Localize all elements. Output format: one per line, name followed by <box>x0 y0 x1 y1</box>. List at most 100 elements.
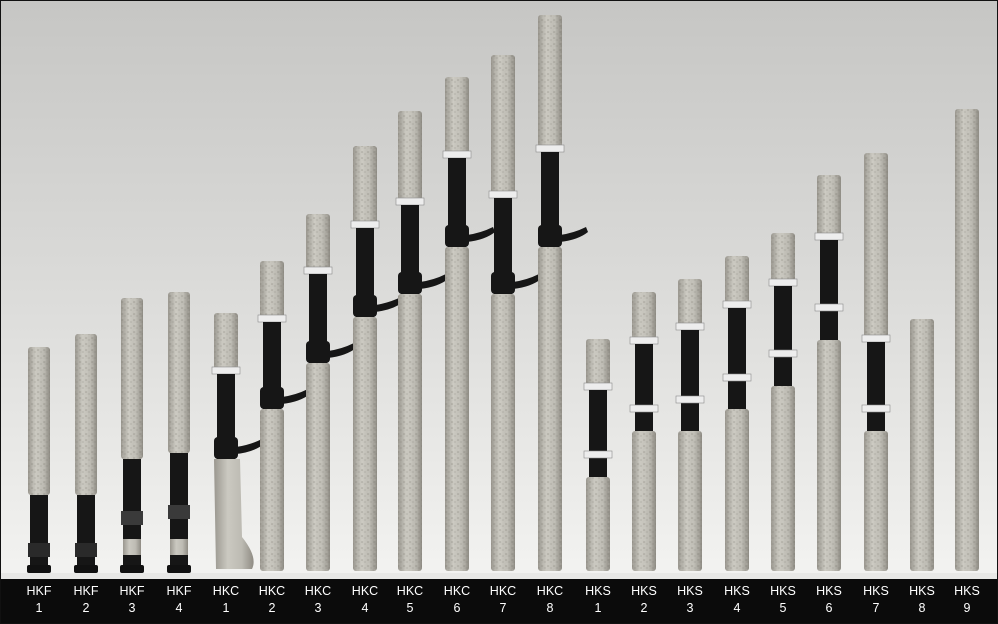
seat-ring <box>768 278 798 287</box>
cork-texture <box>955 109 979 571</box>
rod-label: HKF 1 <box>17 579 61 623</box>
cork-texture <box>398 294 422 571</box>
rod-label-number: 3 <box>686 601 694 615</box>
rod-label-number: 8 <box>546 601 554 615</box>
cork-texture <box>353 146 377 223</box>
butt-cap <box>120 565 144 573</box>
rod-handle <box>488 55 541 571</box>
rod-label-number: 2 <box>640 601 648 615</box>
seat-ring <box>675 322 705 331</box>
rod-label: HKS 3 <box>668 579 712 623</box>
trigger-hook <box>560 227 588 242</box>
rod-label-model: HKS <box>585 584 611 598</box>
rod-handle <box>257 261 310 571</box>
floor-strip <box>1 573 997 579</box>
rod-handle <box>814 175 844 571</box>
cork-texture <box>817 340 841 571</box>
seat-lock <box>214 437 238 459</box>
seat-ring <box>814 303 844 312</box>
rod-label: HKS 1 <box>576 579 620 623</box>
seat-lock <box>538 225 562 247</box>
seat-ring <box>257 314 287 323</box>
cork-texture <box>260 261 284 317</box>
rod-handle <box>955 109 979 571</box>
cork-texture <box>725 409 749 571</box>
rod-label-model: HKS <box>631 584 657 598</box>
rod-label: HKS 7 <box>854 579 898 623</box>
seat-lock <box>260 387 284 409</box>
rod-label-model: HKC <box>443 584 471 598</box>
seat-band <box>75 543 97 557</box>
rod-label-model: HKF <box>119 584 145 598</box>
rod-label: HKF 2 <box>64 579 108 623</box>
trigger-hook <box>420 274 448 289</box>
reel-seat <box>541 152 559 247</box>
rod-handle <box>722 256 752 571</box>
cork-texture <box>910 319 934 571</box>
rod-handle <box>303 214 356 571</box>
cork-texture <box>586 477 610 571</box>
butt-cap <box>167 565 191 573</box>
cork-texture <box>121 298 143 459</box>
reel-seat <box>635 344 653 431</box>
rod-label-model: HKC <box>489 584 517 598</box>
seat-lock <box>306 341 330 363</box>
rod-label: HKS 5 <box>761 579 805 623</box>
rod-handle <box>768 233 798 571</box>
rod-label-number: 4 <box>361 601 369 615</box>
cork-texture <box>260 409 284 571</box>
rod-label: HKS 4 <box>715 579 759 623</box>
rod-label-number: 3 <box>128 601 136 615</box>
reel-seat <box>401 205 419 294</box>
rod-label-model: HKS <box>677 584 703 598</box>
seat-lock <box>353 295 377 317</box>
rod-label-model: HKF <box>73 584 99 598</box>
rod-label: HKC 4 <box>343 579 387 623</box>
cork-texture <box>353 317 377 571</box>
seat-lock <box>491 272 515 294</box>
seat-ring <box>350 220 380 229</box>
seat-ring <box>442 150 472 159</box>
rod-label-model: HKS <box>770 584 796 598</box>
cork-texture <box>864 431 888 571</box>
seat-ring <box>629 404 659 413</box>
rod-label: HKF 4 <box>157 579 201 623</box>
cork-texture <box>28 347 50 495</box>
rod-label-model: HKC <box>304 584 332 598</box>
rod-label-model: HKS <box>863 584 889 598</box>
rod-label-number: 6 <box>825 601 833 615</box>
rod-label: HKC 1 <box>204 579 248 623</box>
rod-handle <box>535 15 588 571</box>
rod-label-number: 1 <box>222 601 230 615</box>
trigger-hook <box>375 297 403 312</box>
cork-texture <box>817 175 841 235</box>
reel-seat <box>728 308 746 409</box>
rod-handle <box>910 319 934 571</box>
seat-ring <box>861 404 891 413</box>
rod-label: HKS 6 <box>807 579 851 623</box>
seat-ring <box>303 266 333 275</box>
reel-seat <box>774 286 792 386</box>
cork-texture <box>306 214 330 269</box>
rod-handle <box>395 111 448 571</box>
trigger-hook <box>236 439 264 454</box>
cork-texture <box>445 247 469 571</box>
butt-cork <box>123 539 141 555</box>
rod-handles-group <box>1 15 997 579</box>
curved-butt <box>214 459 254 569</box>
rod-label-number: 2 <box>268 601 276 615</box>
reel-seat <box>820 240 838 340</box>
seat-ring <box>675 395 705 404</box>
rod-label-number: 6 <box>453 601 461 615</box>
rod-label: HKC 2 <box>250 579 294 623</box>
cork-texture <box>771 386 795 571</box>
seat-ring <box>535 144 565 153</box>
cork-texture <box>864 153 888 337</box>
reel-seat <box>356 228 374 317</box>
cork-texture <box>678 431 702 571</box>
rod-label: HKS 8 <box>900 579 944 623</box>
cork-texture <box>771 233 795 281</box>
cork-texture <box>491 55 515 193</box>
reel-seat <box>448 158 466 247</box>
rod-label: HKC 3 <box>296 579 340 623</box>
